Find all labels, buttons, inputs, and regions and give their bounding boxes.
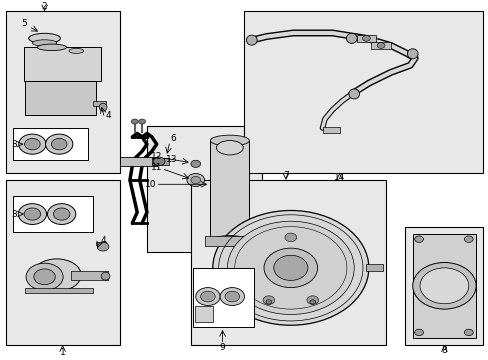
Circle shape (190, 176, 200, 184)
Circle shape (306, 296, 318, 305)
Circle shape (97, 242, 109, 251)
Bar (190, 180, 385, 345)
Bar (24, 47, 101, 81)
Bar (71, 271, 108, 280)
Bar (147, 126, 261, 252)
Circle shape (24, 208, 41, 220)
Circle shape (212, 211, 368, 325)
Text: 13: 13 (165, 155, 177, 164)
Text: 9: 9 (219, 343, 225, 352)
Bar (322, 127, 339, 134)
Circle shape (220, 288, 244, 306)
Text: 3: 3 (11, 210, 17, 219)
Circle shape (18, 204, 46, 225)
Circle shape (224, 291, 239, 302)
Ellipse shape (216, 140, 243, 155)
Ellipse shape (348, 89, 359, 99)
Circle shape (419, 268, 468, 304)
Bar (210, 140, 249, 241)
Circle shape (26, 263, 63, 291)
Text: 4: 4 (101, 237, 106, 246)
Bar (412, 234, 475, 338)
Circle shape (412, 262, 475, 309)
Ellipse shape (32, 259, 81, 291)
Bar (205, 235, 254, 246)
Ellipse shape (210, 235, 249, 246)
Text: 7: 7 (283, 171, 288, 180)
Bar (25, 288, 93, 293)
Circle shape (376, 42, 384, 48)
Bar (152, 158, 168, 165)
Ellipse shape (29, 33, 61, 43)
Circle shape (200, 291, 215, 302)
Circle shape (227, 221, 353, 315)
Circle shape (153, 157, 164, 166)
Circle shape (414, 329, 423, 336)
Ellipse shape (69, 48, 83, 53)
Text: 4: 4 (105, 111, 111, 120)
Circle shape (19, 134, 46, 154)
Circle shape (34, 269, 55, 285)
Text: 3: 3 (11, 140, 17, 149)
Bar (96, 242, 105, 244)
Circle shape (51, 138, 67, 150)
Circle shape (309, 300, 315, 304)
Text: 8: 8 (441, 346, 447, 355)
Circle shape (362, 36, 369, 41)
Circle shape (24, 138, 40, 150)
Bar (5, 180, 120, 345)
Ellipse shape (346, 33, 356, 43)
Text: 5: 5 (21, 19, 27, 28)
Circle shape (195, 288, 220, 306)
Bar (366, 264, 383, 271)
Circle shape (464, 236, 472, 242)
Circle shape (264, 248, 317, 288)
Circle shape (464, 329, 472, 336)
Ellipse shape (99, 103, 107, 111)
Bar (194, 306, 212, 321)
Ellipse shape (37, 44, 66, 50)
Circle shape (414, 236, 423, 242)
Circle shape (285, 233, 296, 242)
Ellipse shape (210, 135, 249, 146)
Bar (193, 268, 254, 327)
Bar (13, 128, 88, 160)
Bar (370, 42, 390, 49)
Circle shape (139, 119, 145, 124)
Circle shape (53, 208, 70, 220)
Circle shape (190, 160, 200, 167)
Text: 6: 6 (170, 134, 176, 143)
Circle shape (131, 119, 138, 124)
Bar (93, 101, 105, 107)
Circle shape (265, 300, 271, 304)
Ellipse shape (246, 35, 257, 45)
Text: 1: 1 (60, 348, 65, 357)
Bar (13, 196, 93, 232)
Circle shape (263, 296, 274, 305)
Circle shape (273, 255, 307, 280)
Text: 10: 10 (144, 180, 156, 189)
Bar (5, 12, 120, 173)
Circle shape (45, 134, 73, 154)
Bar (25, 81, 96, 116)
Bar (405, 226, 483, 345)
Bar (244, 12, 483, 173)
Circle shape (47, 204, 76, 225)
Bar (356, 35, 375, 42)
Bar (120, 157, 157, 166)
Ellipse shape (407, 49, 417, 59)
Circle shape (186, 174, 204, 186)
Text: 14: 14 (333, 173, 345, 182)
Text: 11: 11 (151, 163, 162, 172)
Ellipse shape (101, 272, 110, 280)
Ellipse shape (32, 40, 57, 46)
Text: 2: 2 (41, 2, 47, 11)
Text: 12: 12 (151, 152, 162, 161)
